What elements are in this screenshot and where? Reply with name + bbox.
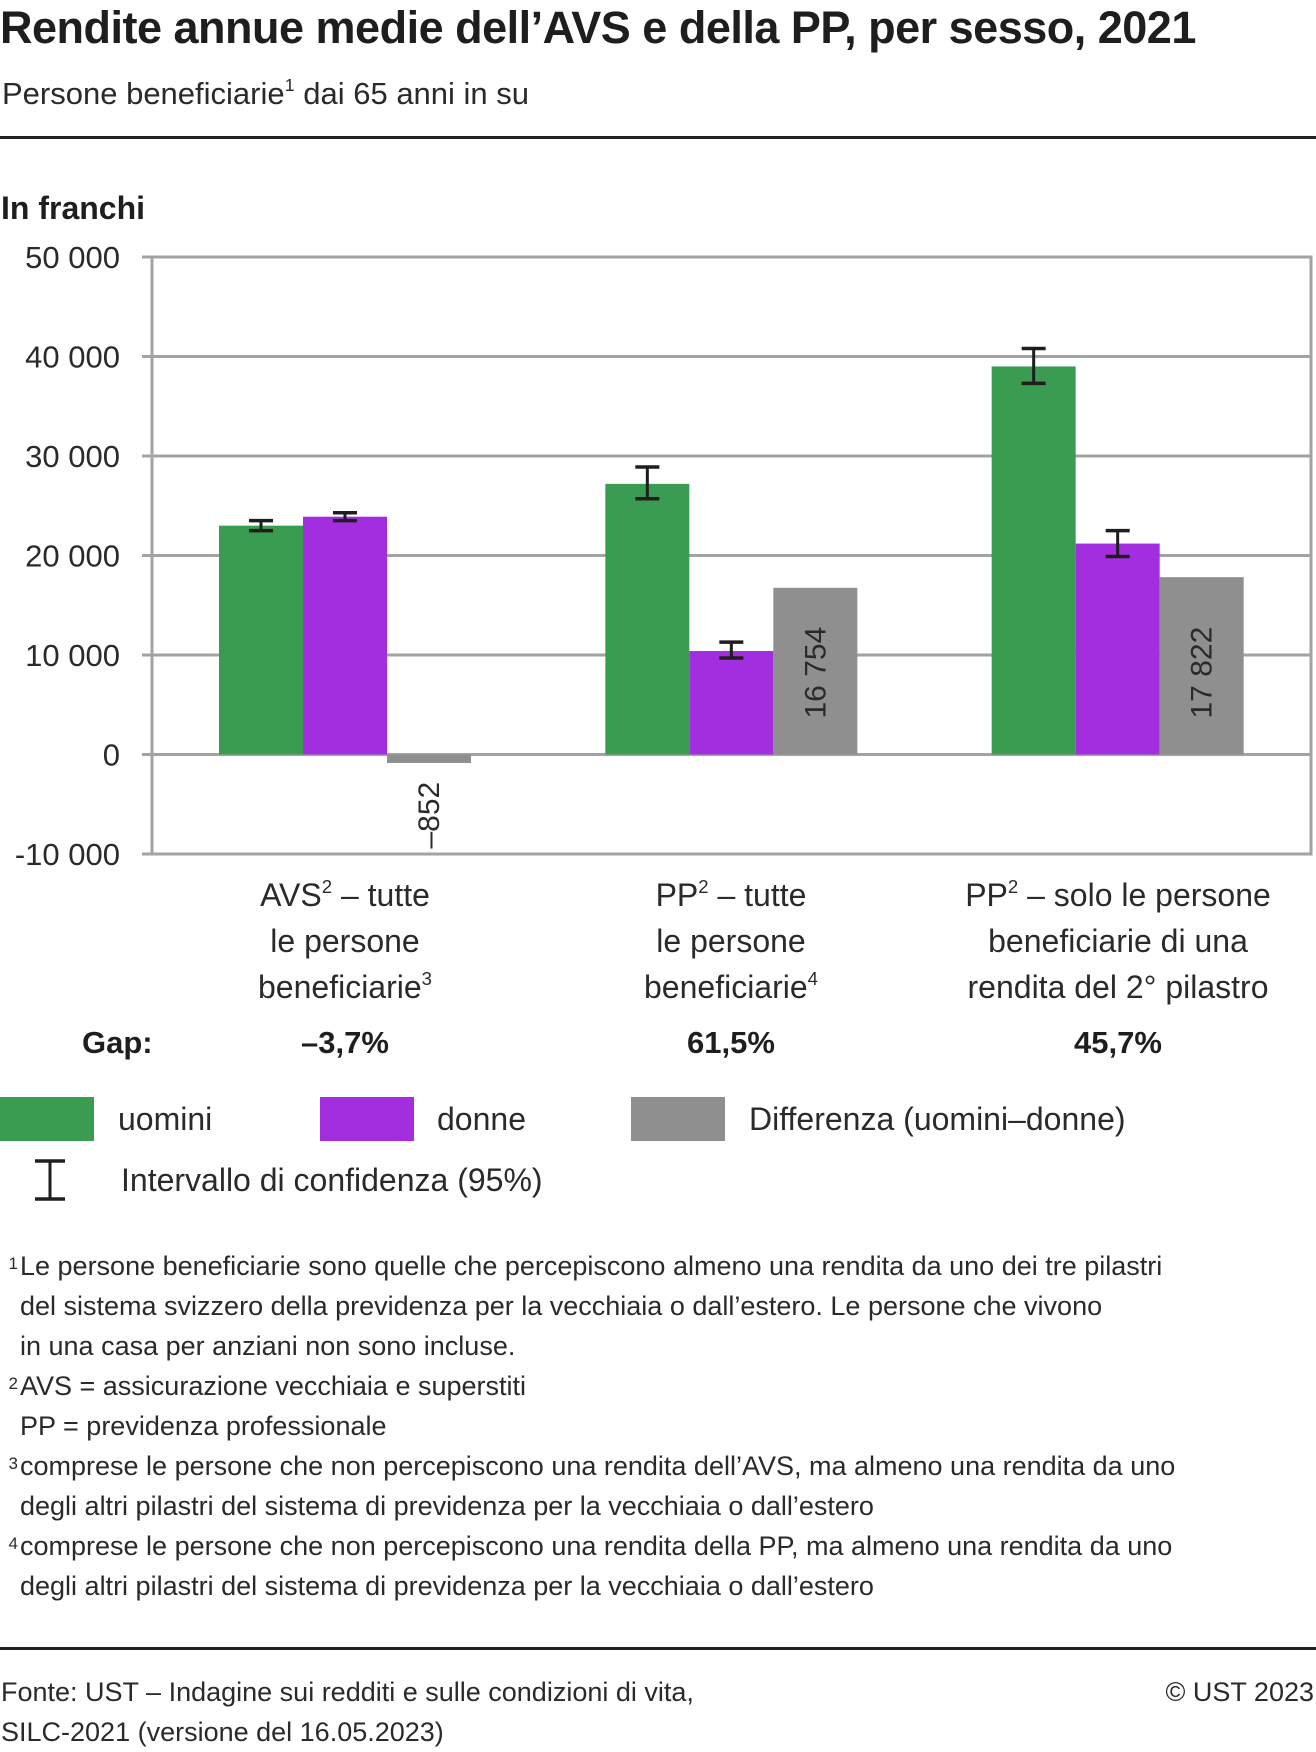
category-label-line: beneficiarie di una (988, 923, 1248, 959)
top-divider (0, 136, 1316, 139)
footnote-line: PP = previdenza professionale (0, 1406, 387, 1446)
source-line-2: SILC-2021 (versione del 16.05.2023) (1, 1717, 444, 1747)
bar-chart: 50 000 40 000 30 000 20 000 10 000 0 -10 000 –8… (15, 240, 1313, 872)
bar-women (689, 651, 774, 755)
legend-label-difference: Differenza (uomini–donne) (749, 1101, 1126, 1137)
bar-men (991, 366, 1076, 755)
footnote-ref: 3 (421, 968, 432, 990)
legend-label-confidence: Intervallo di confidenza (95%) (121, 1162, 543, 1198)
category-label-line: rendita del 2° pilastro (967, 969, 1269, 1005)
footnote-text: Le persone beneficiarie sono quelle che … (20, 1251, 1163, 1281)
legend-swatch-men (0, 1097, 94, 1141)
footnote-number: 1 (8, 1254, 18, 1273)
subtitle-text-rest: dai 65 anni in su (294, 76, 530, 111)
bar-women (1075, 543, 1160, 755)
footnote-text: degli altri pilastri del sistema di prev… (20, 1491, 874, 1521)
footnote-text: PP = previdenza professionale (20, 1411, 387, 1441)
footnote-text: in una casa per anziani non sono incluse… (20, 1331, 516, 1361)
footnote-ref: 2 (321, 876, 333, 898)
category-label-line: PP2 – tutte (655, 876, 807, 913)
footnote-ref: 2 (698, 876, 709, 898)
chart-title: Rendite annue medie dell’AVS e della PP,… (0, 2, 1196, 53)
category-label-line: le persone (270, 923, 420, 959)
footnote-line: degli altri pilastri del sistema di prev… (0, 1486, 874, 1526)
y-tick-label: 0 (103, 738, 120, 773)
bottom-divider (0, 1647, 1316, 1650)
confidence-interval-icon (35, 1159, 65, 1201)
gap-value: –3,7% (301, 1025, 389, 1060)
footnote-line: del sistema svizzero della previdenza pe… (0, 1286, 1102, 1326)
category-label-line: beneficiarie4 (644, 968, 818, 1005)
footnote-line: 2AVS = assicurazione vecchiaia e superst… (0, 1366, 526, 1406)
bar-difference (773, 587, 858, 755)
gap-value: 61,5% (687, 1025, 775, 1060)
data-label-difference: –852 (413, 782, 446, 849)
category-label-line: le persone (656, 923, 806, 959)
footnote-number: 2 (8, 1374, 18, 1393)
category-label: PP2 – tutte le persone beneficiarie4 (538, 872, 924, 1010)
footnote-text: comprese le persone che non percepiscono… (20, 1531, 1173, 1561)
footnote-line: 4comprese le persone che non percepiscon… (0, 1526, 1173, 1566)
subtitle-text: Persone beneficiarie (2, 76, 285, 111)
y-tick-label: 20 000 (25, 539, 120, 574)
legend-label-women: donne (437, 1101, 526, 1137)
footnote-ref: 4 (807, 968, 818, 990)
footnote-line: 1Le persone beneficiarie sono quelle che… (0, 1246, 1163, 1286)
subtitle-footnote-ref: 1 (284, 75, 295, 96)
category-label: AVS2 – tutte le persone beneficiarie3 (152, 872, 538, 1010)
y-tick-label: 30 000 (25, 439, 120, 474)
footnote-number: 4 (8, 1534, 18, 1553)
bar-men (605, 483, 690, 755)
footnote-text: AVS = assicurazione vecchiaia e supersti… (20, 1371, 526, 1401)
bar-men (219, 525, 303, 755)
y-tick-label: 50 000 (25, 240, 120, 275)
legend-swatch-difference (631, 1097, 725, 1141)
y-tick-label: -10 000 (15, 837, 120, 872)
footnote-line: degli altri pilastri del sistema di prev… (0, 1566, 874, 1606)
footnote-ref: 2 (1007, 876, 1019, 898)
y-tick-label: 10 000 (25, 638, 120, 673)
legend-label-men: uomini (118, 1101, 213, 1137)
chart-subtitle: Persone beneficiarie1 dai 65 anni in su (2, 74, 529, 114)
gap-label: Gap: (82, 1025, 153, 1060)
footnote-number: 3 (8, 1454, 18, 1473)
category-label-line: AVS2 – tutte (260, 876, 430, 913)
footnote-text: comprese le persone che non percepiscono… (20, 1451, 1176, 1481)
source-line-1: Fonte: UST – Indagine sui redditi e sull… (1, 1677, 694, 1707)
footnote-line: 3comprese le persone che non percepiscon… (0, 1446, 1176, 1486)
bar-difference (1159, 577, 1244, 755)
bar-difference (387, 754, 471, 763)
category-label: PP2 – solo le persone beneficiarie di un… (925, 872, 1311, 1010)
copyright: © UST 2023 (1165, 1677, 1314, 1707)
footnote-line: in una casa per anziani non sono incluse… (0, 1326, 515, 1366)
category-label-line: beneficiarie3 (258, 968, 432, 1005)
bar-women (303, 516, 387, 755)
data-label-difference: 16 754 (799, 627, 832, 719)
y-axis-unit-label: In franchi (1, 190, 146, 226)
data-label-difference: 17 822 (1186, 627, 1219, 719)
y-tick-label: 40 000 (25, 340, 120, 375)
footnote-text: del sistema svizzero della previdenza pe… (20, 1291, 1103, 1321)
footnote-text: degli altri pilastri del sistema di prev… (20, 1571, 874, 1601)
legend-swatch-women (320, 1097, 414, 1141)
category-label-line: PP2 – solo le persone (965, 876, 1271, 913)
gap-value: 45,7% (1074, 1025, 1162, 1060)
